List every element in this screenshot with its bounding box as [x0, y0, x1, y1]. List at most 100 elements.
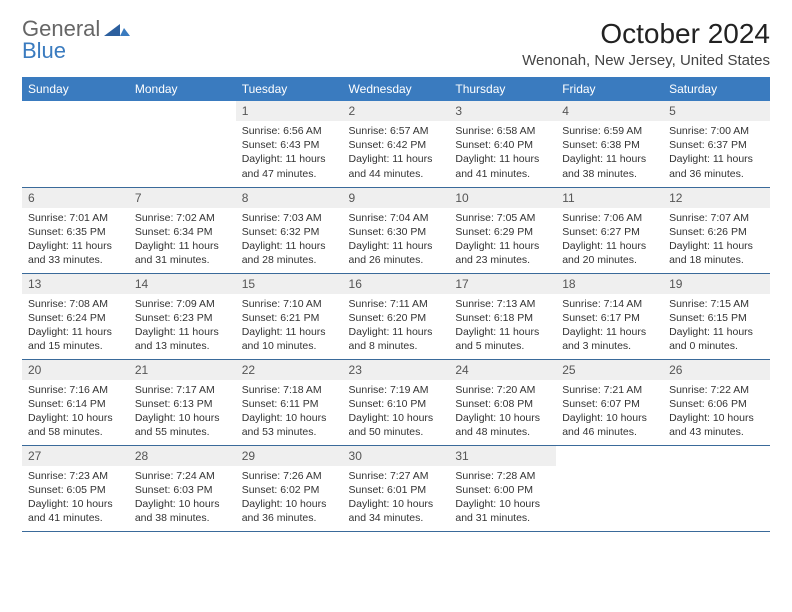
sunset: Sunset: 6:10 PM [349, 397, 444, 411]
sunrise: Sunrise: 7:11 AM [349, 297, 444, 311]
daylight: Daylight: 11 hours and 23 minutes. [455, 239, 550, 267]
day-data: Sunrise: 6:58 AMSunset: 6:40 PMDaylight:… [449, 121, 556, 185]
calendar-cell: 14Sunrise: 7:09 AMSunset: 6:23 PMDayligh… [129, 273, 236, 359]
daylight: Daylight: 11 hours and 36 minutes. [669, 152, 764, 180]
day-number: 25 [556, 360, 663, 380]
calendar-cell [663, 445, 770, 531]
calendar-cell: 22Sunrise: 7:18 AMSunset: 6:11 PMDayligh… [236, 359, 343, 445]
day-number: 17 [449, 274, 556, 294]
sunrise: Sunrise: 7:08 AM [28, 297, 123, 311]
day-number: 27 [22, 446, 129, 466]
day-data: Sunrise: 6:57 AMSunset: 6:42 PMDaylight:… [343, 121, 450, 185]
calendar-cell [129, 101, 236, 187]
day-number: 26 [663, 360, 770, 380]
day-data: Sunrise: 7:09 AMSunset: 6:23 PMDaylight:… [129, 294, 236, 358]
day-header: Sunday [22, 77, 129, 101]
day-data: Sunrise: 7:02 AMSunset: 6:34 PMDaylight:… [129, 208, 236, 272]
day-header: Monday [129, 77, 236, 101]
day-number: 8 [236, 188, 343, 208]
day-number: 11 [556, 188, 663, 208]
day-number: 22 [236, 360, 343, 380]
calendar-week: 6Sunrise: 7:01 AMSunset: 6:35 PMDaylight… [22, 187, 770, 273]
sunrise: Sunrise: 7:17 AM [135, 383, 230, 397]
daylight: Daylight: 10 hours and 43 minutes. [669, 411, 764, 439]
day-header: Tuesday [236, 77, 343, 101]
sunset: Sunset: 6:01 PM [349, 483, 444, 497]
daylight: Daylight: 11 hours and 31 minutes. [135, 239, 230, 267]
sunrise: Sunrise: 7:06 AM [562, 211, 657, 225]
day-data: Sunrise: 6:56 AMSunset: 6:43 PMDaylight:… [236, 121, 343, 185]
page-header: General Blue October 2024 Wenonah, New J… [22, 18, 770, 69]
sunset: Sunset: 6:20 PM [349, 311, 444, 325]
calendar-week: 20Sunrise: 7:16 AMSunset: 6:14 PMDayligh… [22, 359, 770, 445]
day-data: Sunrise: 7:24 AMSunset: 6:03 PMDaylight:… [129, 466, 236, 530]
daylight: Daylight: 11 hours and 38 minutes. [562, 152, 657, 180]
sunset: Sunset: 6:35 PM [28, 225, 123, 239]
day-number: 20 [22, 360, 129, 380]
sunset: Sunset: 6:23 PM [135, 311, 230, 325]
day-data: Sunrise: 7:13 AMSunset: 6:18 PMDaylight:… [449, 294, 556, 358]
day-data: Sunrise: 7:01 AMSunset: 6:35 PMDaylight:… [22, 208, 129, 272]
sunrise: Sunrise: 7:00 AM [669, 124, 764, 138]
day-data: Sunrise: 7:21 AMSunset: 6:07 PMDaylight:… [556, 380, 663, 444]
calendar-cell: 20Sunrise: 7:16 AMSunset: 6:14 PMDayligh… [22, 359, 129, 445]
logo-text: General Blue [22, 18, 100, 62]
sunset: Sunset: 6:08 PM [455, 397, 550, 411]
sunset: Sunset: 6:17 PM [562, 311, 657, 325]
sunset: Sunset: 6:34 PM [135, 225, 230, 239]
day-number: 15 [236, 274, 343, 294]
sunset: Sunset: 6:15 PM [669, 311, 764, 325]
day-number: 6 [22, 188, 129, 208]
sunrise: Sunrise: 7:09 AM [135, 297, 230, 311]
daylight: Daylight: 11 hours and 3 minutes. [562, 325, 657, 353]
month-title: October 2024 [522, 18, 770, 50]
daylight: Daylight: 10 hours and 31 minutes. [455, 497, 550, 525]
calendar-cell: 13Sunrise: 7:08 AMSunset: 6:24 PMDayligh… [22, 273, 129, 359]
day-data: Sunrise: 7:28 AMSunset: 6:00 PMDaylight:… [449, 466, 556, 530]
day-data: Sunrise: 7:22 AMSunset: 6:06 PMDaylight:… [663, 380, 770, 444]
day-number: 30 [343, 446, 450, 466]
day-number: 14 [129, 274, 236, 294]
calendar-cell [22, 101, 129, 187]
daylight: Daylight: 10 hours and 41 minutes. [28, 497, 123, 525]
sunset: Sunset: 6:18 PM [455, 311, 550, 325]
calendar-header-row: SundayMondayTuesdayWednesdayThursdayFrid… [22, 77, 770, 101]
logo-mark-icon [104, 18, 130, 40]
sunset: Sunset: 6:27 PM [562, 225, 657, 239]
calendar-week: 27Sunrise: 7:23 AMSunset: 6:05 PMDayligh… [22, 445, 770, 531]
daylight: Daylight: 11 hours and 10 minutes. [242, 325, 337, 353]
calendar-cell: 11 Sunrise: 7:06 AMSunset: 6:27 PMDayligh… [556, 187, 663, 273]
calendar-cell: 1Sunrise: 6:56 AMSunset: 6:43 PMDaylight… [236, 101, 343, 187]
day-number: 24 [449, 360, 556, 380]
day-data: Sunrise: 7:03 AMSunset: 6:32 PMDaylight:… [236, 208, 343, 272]
day-number: 18 [556, 274, 663, 294]
daylight: Daylight: 10 hours and 48 minutes. [455, 411, 550, 439]
sunrise: Sunrise: 7:22 AM [669, 383, 764, 397]
day-number: 1 [236, 101, 343, 121]
daylight: Daylight: 11 hours and 47 minutes. [242, 152, 337, 180]
calendar-cell: 12Sunrise: 7:07 AMSunset: 6:26 PMDayligh… [663, 187, 770, 273]
day-header: Wednesday [343, 77, 450, 101]
sunset: Sunset: 6:06 PM [669, 397, 764, 411]
daylight: Daylight: 11 hours and 20 minutes. [562, 239, 657, 267]
sunrise: Sunrise: 7:13 AM [455, 297, 550, 311]
daylight: Daylight: 10 hours and 50 minutes. [349, 411, 444, 439]
day-data: Sunrise: 7:08 AMSunset: 6:24 PMDaylight:… [22, 294, 129, 358]
sunrise: Sunrise: 7:10 AM [242, 297, 337, 311]
daylight: Daylight: 10 hours and 34 minutes. [349, 497, 444, 525]
day-data: Sunrise: 7:11 AMSunset: 6:20 PMDaylight:… [343, 294, 450, 358]
day-data: Sunrise: 7:23 AMSunset: 6:05 PMDaylight:… [22, 466, 129, 530]
sunrise: Sunrise: 7:28 AM [455, 469, 550, 483]
sunrise: Sunrise: 7:27 AM [349, 469, 444, 483]
calendar-cell: 10Sunrise: 7:05 AMSunset: 6:29 PMDayligh… [449, 187, 556, 273]
daylight: Daylight: 11 hours and 5 minutes. [455, 325, 550, 353]
day-number: 29 [236, 446, 343, 466]
sunset: Sunset: 6:26 PM [669, 225, 764, 239]
day-data: Sunrise: 7:16 AMSunset: 6:14 PMDaylight:… [22, 380, 129, 444]
daylight: Daylight: 11 hours and 13 minutes. [135, 325, 230, 353]
day-data: Sunrise: 7:05 AMSunset: 6:29 PMDaylight:… [449, 208, 556, 272]
day-data: Sunrise: 7:07 AMSunset: 6:26 PMDaylight:… [663, 208, 770, 272]
calendar-cell: 21Sunrise: 7:17 AMSunset: 6:13 PMDayligh… [129, 359, 236, 445]
calendar-cell: 7Sunrise: 7:02 AMSunset: 6:34 PMDaylight… [129, 187, 236, 273]
sunset: Sunset: 6:40 PM [455, 138, 550, 152]
